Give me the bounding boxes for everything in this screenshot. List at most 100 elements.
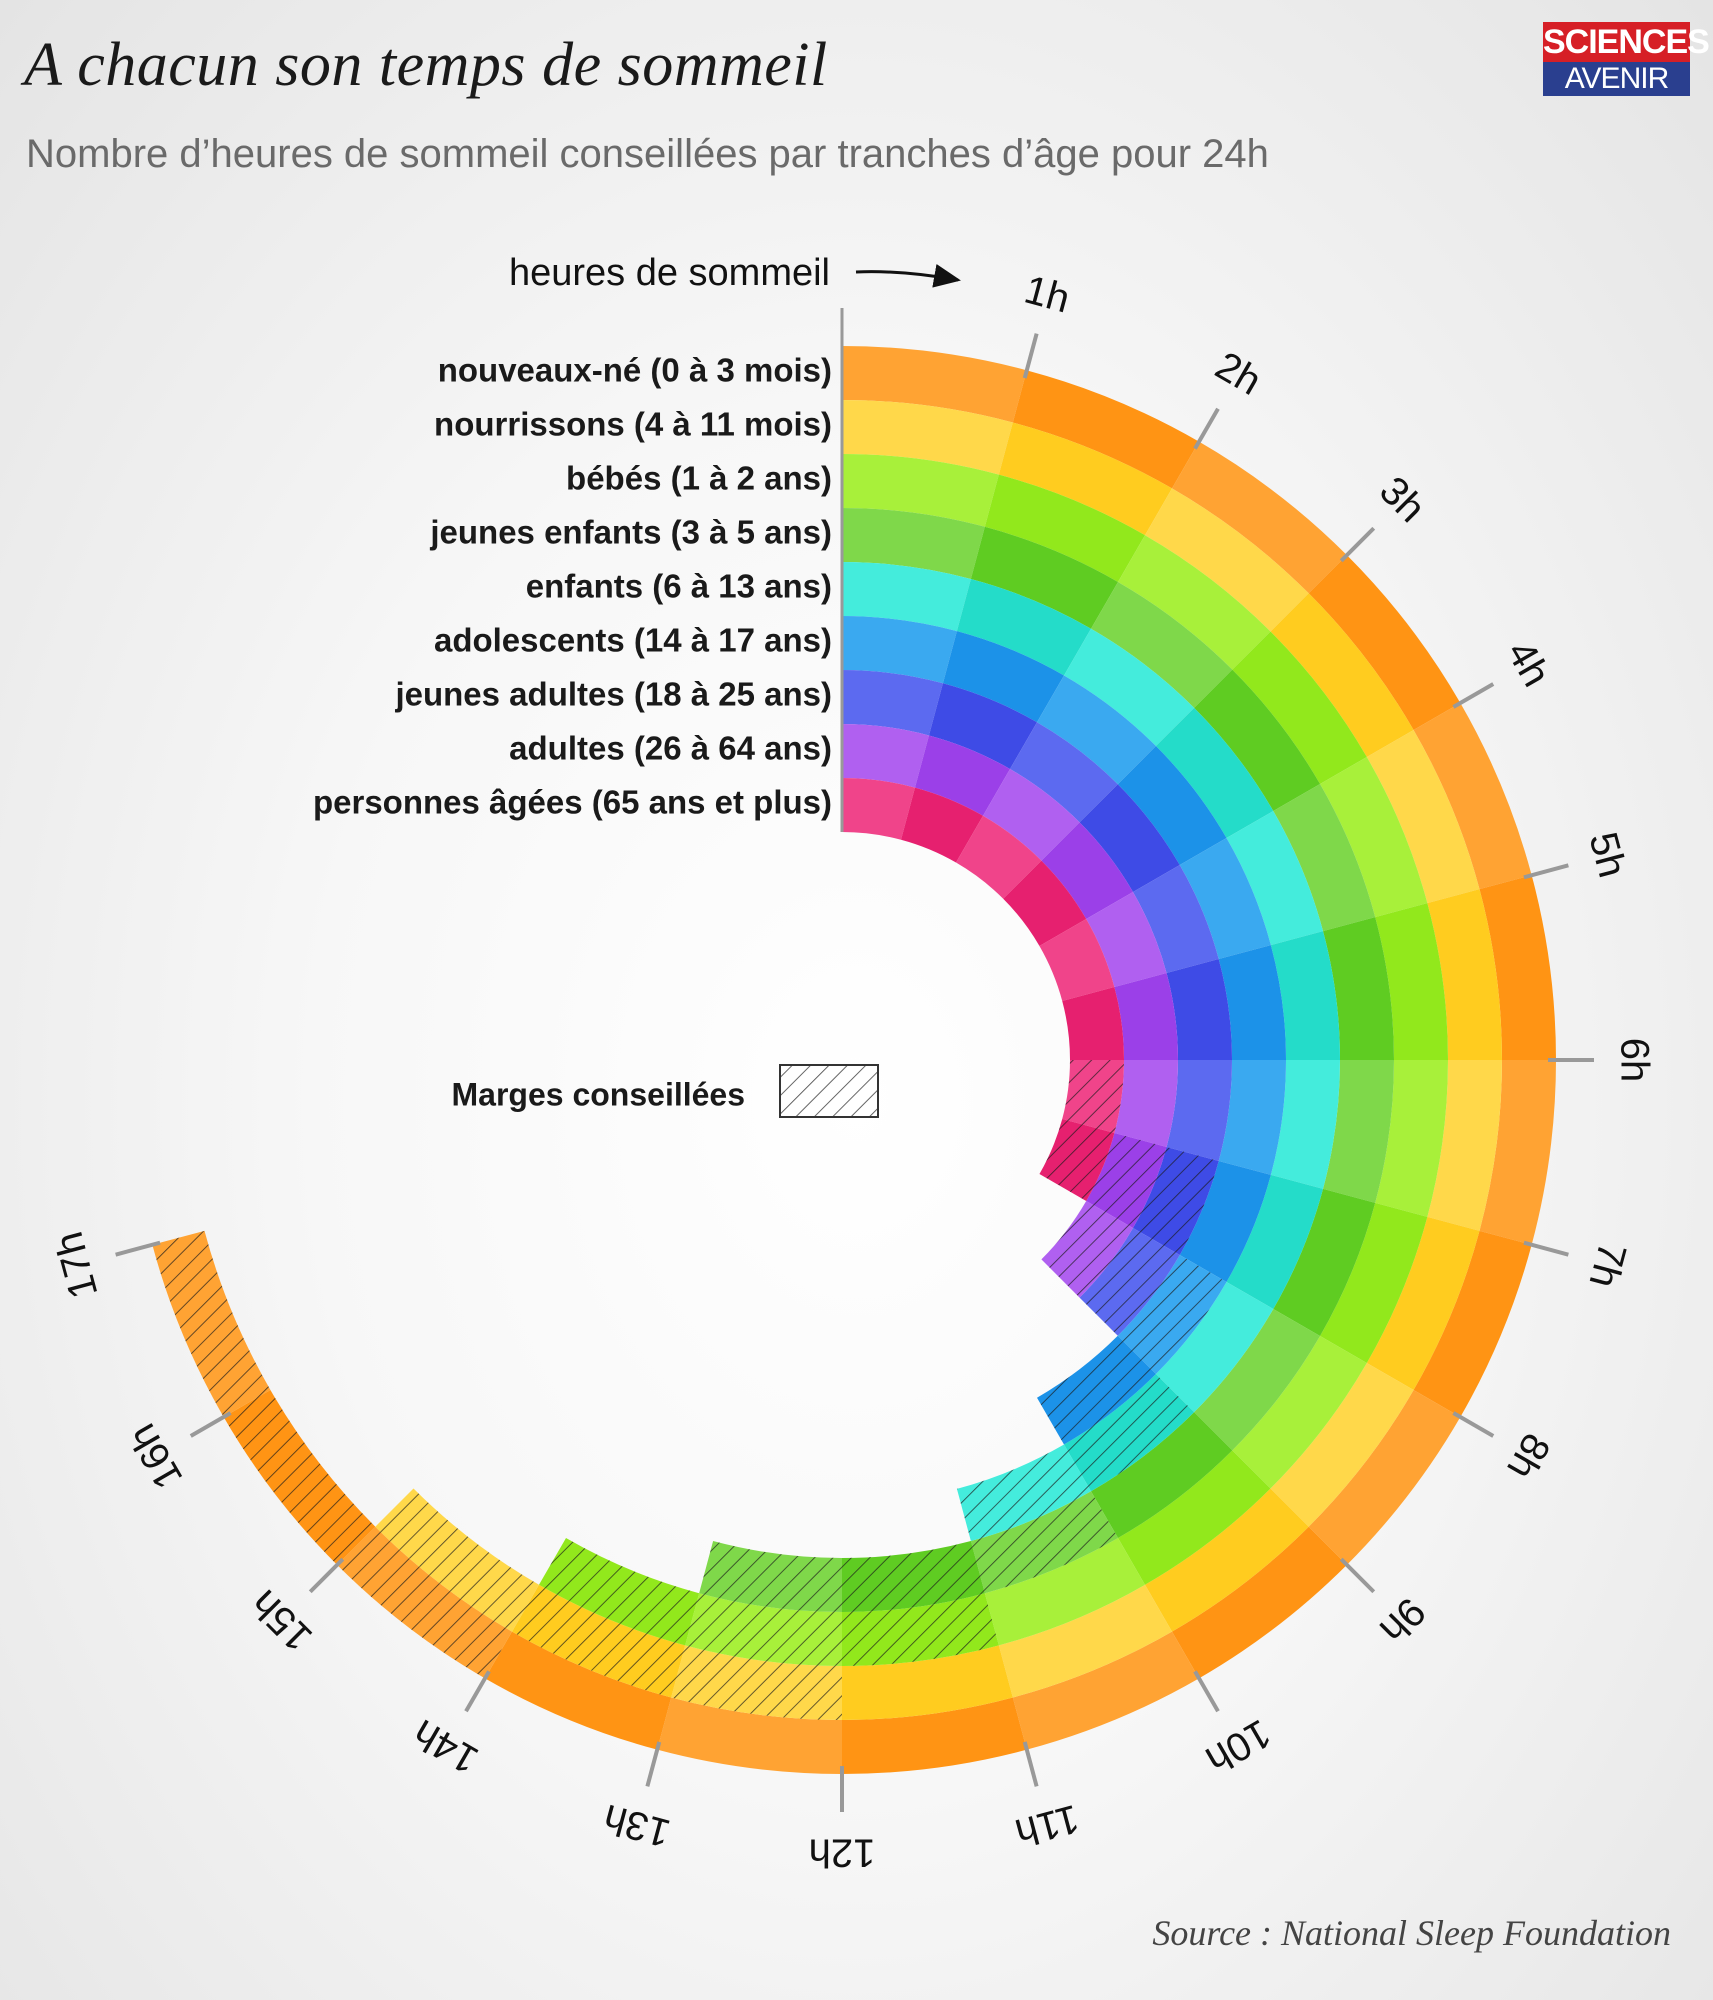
- tick-label-3: 3h: [1371, 468, 1434, 531]
- segment-row6-hour6: [1218, 945, 1286, 1060]
- segment-row2-hour3: [1145, 488, 1309, 632]
- chart-legend: Marges conseillées: [452, 1064, 879, 1118]
- row-label-1: nouveaux-né (0 à 3 mois): [438, 352, 832, 389]
- row-label-9: personnes âgées (65 ans et plus): [313, 784, 832, 821]
- segment-row2-hour1: [842, 400, 1013, 475]
- tick-label-16: 16h: [120, 1416, 191, 1496]
- margin-hatch-row7: [1079, 1146, 1219, 1336]
- tick-mark-3: [1339, 526, 1376, 563]
- tick-label-2: 2h: [1208, 344, 1269, 404]
- tick-mark-1: [1022, 333, 1039, 379]
- segment-row9-hour4: [1003, 860, 1087, 946]
- margin-hatch-row1: [152, 1230, 512, 1679]
- segment-row7-hour6: [1166, 959, 1232, 1060]
- margin-hatch-row2: [375, 1488, 842, 1720]
- chart-row-labels: nouveaux-né (0 à 3 mois) nourrissons (4 à…: [313, 352, 832, 821]
- segment-row4-hour6: [1323, 917, 1394, 1060]
- tick-mark-15: [308, 1557, 345, 1594]
- tick-label-14: 14h: [406, 1711, 486, 1782]
- segment-row1-hour12: [842, 1697, 1027, 1774]
- segment-row6-hour3: [1037, 675, 1156, 785]
- segment-row5-hour4: [1155, 707, 1274, 838]
- row-label-6: adolescents (14 à 17 ans): [434, 622, 832, 659]
- segment-row7-hour1: [842, 670, 943, 736]
- tick-label-11: 11h: [1011, 1796, 1084, 1855]
- segment-row5-hour8: [1226, 1174, 1324, 1309]
- tick-mark-17: [115, 1240, 161, 1257]
- margin-hatch-row6: [1037, 1255, 1227, 1445]
- segment-row6-hour2: [942, 631, 1064, 723]
- segment-row6-hour4: [1117, 746, 1227, 865]
- segment-row2-hour10: [1145, 1488, 1309, 1632]
- margin-hatch-row9: [1039, 1060, 1124, 1201]
- tick-mark-13: [645, 1741, 662, 1787]
- segment-row2-hour7: [1427, 1060, 1502, 1231]
- segment-row7-hour2: [928, 683, 1037, 770]
- segment-row3-hour5: [1320, 757, 1428, 918]
- segment-row3-hour7: [1375, 1060, 1448, 1217]
- segment-row1-hour11: [1012, 1631, 1199, 1750]
- tick-mark-7: [1523, 1240, 1569, 1257]
- segment-row5-hour3: [1064, 628, 1195, 747]
- segment-row4-hour9: [1194, 1309, 1321, 1451]
- segment-row7-hour4: [1079, 784, 1180, 892]
- segment-row4-hour1: [842, 508, 985, 579]
- segment-row1-hour8: [1413, 1230, 1532, 1417]
- segment-row3-hour3: [1118, 535, 1271, 670]
- segment-row8-hour4: [1041, 822, 1133, 919]
- tick-label-4: 4h: [1498, 634, 1558, 695]
- margin-hatch-row8: [1041, 1132, 1167, 1298]
- segment-row6-hour1: [842, 616, 957, 684]
- segment-row4-hour7: [1323, 1060, 1394, 1203]
- segment-row4-hour8: [1273, 1188, 1376, 1336]
- logo-bottom: AVENIR: [1543, 62, 1690, 96]
- tick-label-7: 7h: [1580, 1238, 1634, 1292]
- tick-label-15: 15h: [243, 1581, 321, 1659]
- margin-hatch-row5: [956, 1373, 1195, 1542]
- segment-row6-hour5: [1179, 838, 1271, 960]
- segment-row4-hour3: [1091, 581, 1233, 708]
- segment-row5-hour6: [1270, 931, 1340, 1060]
- segment-row5-hour1: [842, 562, 971, 632]
- segment-row9-hour2: [901, 787, 983, 863]
- page-subtitle: Nombre d’heures de sommeil conseillées p…: [26, 132, 1269, 176]
- tick-label-10: 10h: [1198, 1711, 1278, 1782]
- margin-hatch-row3: [539, 1538, 999, 1666]
- legend-label: Marges conseillées: [452, 1076, 745, 1112]
- tick-mark-16: [189, 1411, 232, 1438]
- segment-row1-hour9: [1308, 1390, 1461, 1565]
- segment-row7-hour7: [1166, 1060, 1232, 1161]
- segment-row3-hour8: [1320, 1202, 1428, 1363]
- tick-mark-5: [1523, 863, 1569, 880]
- margin-hatch-row4: [699, 1491, 1118, 1613]
- chart-segments: [152, 346, 1556, 1775]
- segment-row1-hour14: [485, 1631, 672, 1750]
- segment-row1-hour10: [1172, 1526, 1347, 1679]
- segment-row9-hour3: [956, 815, 1042, 899]
- segment-row3-hour11: [984, 1538, 1145, 1646]
- segment-row9-hour5: [1039, 919, 1115, 1001]
- segment-row4-hour10: [1091, 1412, 1233, 1539]
- segment-row5-hour2: [956, 578, 1091, 676]
- segment-row6-hour7: [1218, 1060, 1286, 1175]
- segment-row8-hour5: [1086, 892, 1167, 988]
- tick-label-9: 9h: [1371, 1589, 1434, 1652]
- segment-row1-hour7: [1479, 1060, 1556, 1245]
- segment-row3-hour2: [984, 474, 1145, 582]
- segment-row3-hour10: [1118, 1450, 1271, 1585]
- sciences-avenir-logo: SCIENCES AVENIR: [1543, 22, 1710, 96]
- segment-row8-hour1: [842, 724, 929, 788]
- logo-top: SCIENCES: [1543, 22, 1710, 62]
- segment-row4-hour5: [1273, 784, 1376, 932]
- segment-row8-hour6: [1114, 973, 1178, 1060]
- tick-mark-8: [1452, 1411, 1495, 1438]
- segment-row2-hour6: [1427, 889, 1502, 1060]
- segment-row3-hour4: [1232, 631, 1367, 784]
- segment-row4-hour4: [1194, 669, 1321, 811]
- segment-row3-hour1: [842, 454, 999, 527]
- segment-row4-hour2: [970, 526, 1118, 629]
- source-note: Source : National Sleep Foundation: [1152, 1913, 1671, 1953]
- row-label-2: nourrissons (4 à 11 mois): [434, 406, 832, 443]
- segment-row8-hour2: [914, 735, 1010, 816]
